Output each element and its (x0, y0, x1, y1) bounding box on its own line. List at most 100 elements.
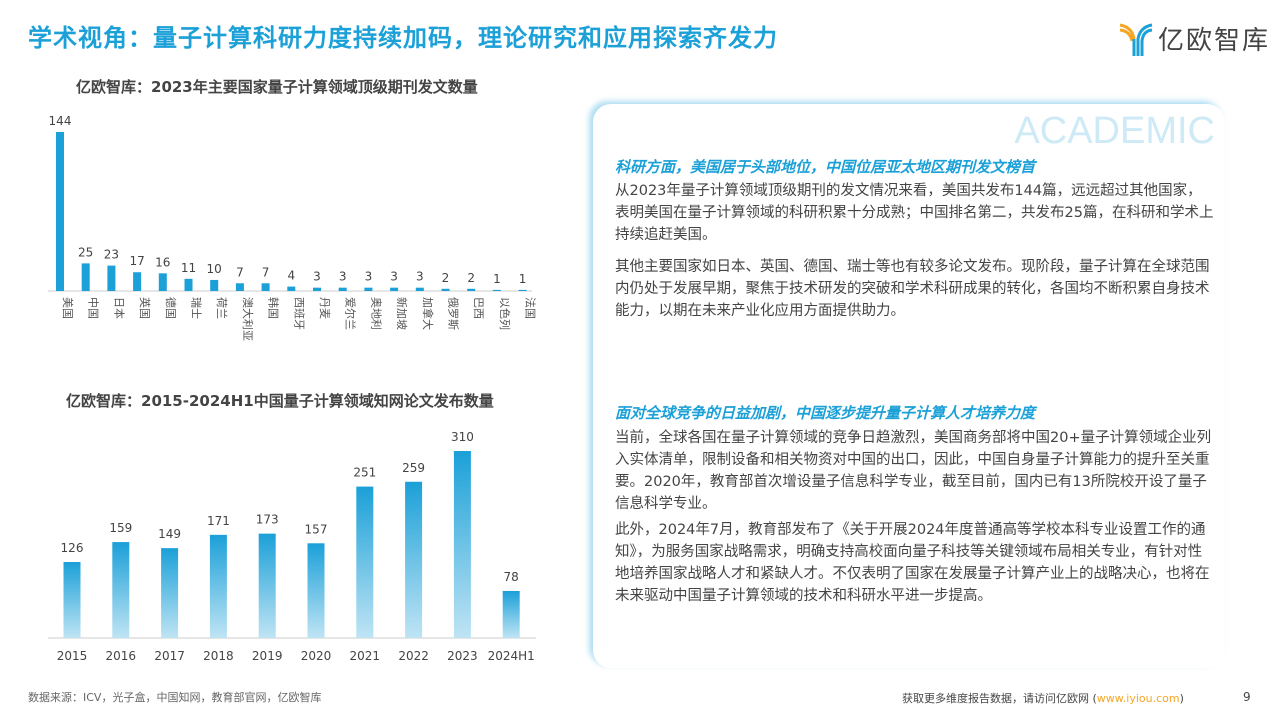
footer-text: 获取更多维度报告数据，请访问亿欧网 ( (902, 692, 1097, 705)
bar (453, 451, 471, 638)
tick-label: 瑞士 (190, 297, 204, 319)
chart2-title: 亿欧智库：2015-2024H1中国量子计算领域知网论文发布数量 (66, 392, 494, 410)
paragraph: 其他主要国家如日本、英国、德国、瑞士等也有较多论文发布。现阶段，量子计算在全球范… (615, 259, 1210, 319)
tick-label: 丹麦 (318, 297, 331, 319)
tick-label: 加拿大 (421, 297, 435, 330)
analysis-panel: ACADEMIC 科研方面，美国居于头部地位，中国位居亚太地区期刊发文榜首 从2… (593, 104, 1225, 668)
bar (161, 548, 179, 638)
data-label: 11 (181, 261, 196, 275)
tick-label: 俄罗斯 (447, 297, 460, 330)
bar (56, 132, 64, 291)
bar (261, 283, 270, 291)
data-label: 1 (493, 272, 501, 286)
tick-label: 巴西 (472, 297, 485, 319)
data-label: 10 (207, 262, 222, 276)
logo-icon (1119, 23, 1153, 56)
watermark: ACADEMIC (1014, 110, 1215, 152)
tick-label: 以色列 (498, 297, 512, 330)
data-label: 144 (49, 114, 72, 128)
bar (107, 265, 116, 291)
tick-label: 爱尔兰 (344, 297, 357, 330)
data-label: 149 (158, 527, 181, 541)
section-heading: 科研方面，美国居于头部地位，中国位居亚太地区期刊发文榜首 (615, 158, 1036, 176)
bar (390, 287, 399, 291)
tick-label: 西班牙 (292, 297, 305, 330)
bar (258, 533, 276, 638)
data-label: 251 (353, 466, 376, 480)
chart2: 126 2015 159 2016 149 2017 171 2018 173 2019 157 20… (48, 430, 536, 663)
tick-label: 日本 (112, 297, 126, 319)
tick-label: 荷兰 (215, 297, 228, 319)
bar (364, 287, 373, 291)
bar (133, 272, 142, 291)
paragraph: 从2023年量子计算领域顶级期刊的发文情况来看，美国共发布144篇，远远超过其他… (615, 183, 1214, 243)
data-label: 3 (390, 270, 398, 284)
data-label: 2 (442, 271, 450, 285)
data-label: 17 (129, 254, 144, 268)
bar (81, 263, 90, 291)
tick-label: 2020 (301, 649, 332, 663)
data-label: 78 (504, 570, 519, 584)
bar (492, 289, 501, 291)
data-label: 259 (402, 461, 425, 475)
data-label: 7 (262, 265, 270, 279)
tick-label: 2021 (350, 649, 381, 663)
paragraph: 当前，全球各国在量子计算领域的竞争日趋激烈，美国商务部将中国20+量子计算领域企… (615, 430, 1212, 512)
data-label: 3 (365, 270, 373, 284)
paragraph: 此外，2024年7月，教育部发布了《关于开展2024年度普通高等学校本科专业设置… (615, 522, 1210, 604)
tick-label: 2023 (447, 649, 478, 663)
website-link[interactable]: www.iyiou.com (1096, 692, 1180, 705)
data-label: 3 (416, 270, 424, 284)
tick-label: 德国 (164, 297, 178, 319)
bar (338, 287, 347, 291)
data-label: 4 (287, 269, 295, 283)
bar (235, 283, 244, 291)
tick-label: 2018 (203, 649, 234, 663)
tick-label: 2019 (252, 649, 283, 663)
tick-label: 2015 (57, 649, 88, 663)
logo-text: 亿欧智库 (1158, 26, 1271, 56)
data-label: 173 (256, 513, 279, 527)
tick-label: 奥地利 (369, 297, 383, 330)
chart1-title: 亿欧智库：2023年主要国家量子计算领域顶级期刊发文数量 (76, 78, 478, 96)
bar (209, 534, 227, 638)
data-source: 数据来源：ICV，光子盒，中国知网，教育部官网，亿欧智库 (28, 691, 322, 704)
data-label: 23 (104, 248, 119, 262)
page-title: 学术视角：量子计算科研力度持续加码，理论研究和应用探索齐发力 (28, 24, 778, 52)
bar (415, 287, 424, 291)
bar (63, 561, 81, 638)
data-label: 310 (451, 430, 474, 444)
data-label: 7 (236, 265, 244, 279)
footer-note: 获取更多维度报告数据，请访问亿欧网 (www.iyiou.com) (902, 690, 1184, 706)
tick-label: 新加坡 (395, 297, 409, 330)
logo: 亿欧智库 (1118, 20, 1270, 57)
bar (184, 278, 193, 291)
data-label: 126 (61, 541, 84, 555)
tick-label: 英国 (138, 297, 152, 319)
bar (313, 287, 321, 291)
bar (112, 542, 130, 638)
bar (158, 273, 167, 291)
chart1: 144美国25中国23日本17英国16德国11瑞士10荷兰7澳大利亚7韩国4西班… (48, 114, 538, 341)
data-label: 159 (109, 521, 132, 535)
data-label: 3 (313, 270, 321, 284)
tick-label: 澳大利亚 (241, 297, 255, 341)
tick-label: 2016 (106, 649, 137, 663)
bar (356, 486, 374, 638)
page-number: 9 (1243, 690, 1251, 704)
tick-label: 法国 (524, 297, 538, 319)
data-label: 171 (207, 514, 230, 528)
tick-label: 中国 (87, 297, 100, 319)
data-label: 2 (467, 271, 475, 285)
bar (467, 288, 476, 291)
bar (518, 289, 527, 291)
bar (210, 279, 219, 291)
data-label: 25 (78, 245, 93, 259)
tick-label: 韩国 (267, 297, 281, 319)
data-label: 157 (305, 522, 328, 536)
bar (502, 590, 520, 638)
footer-text: ) (1179, 692, 1184, 705)
tick-label: 2024H1 (488, 649, 535, 663)
data-label: 3 (339, 270, 347, 284)
bar (287, 286, 296, 291)
